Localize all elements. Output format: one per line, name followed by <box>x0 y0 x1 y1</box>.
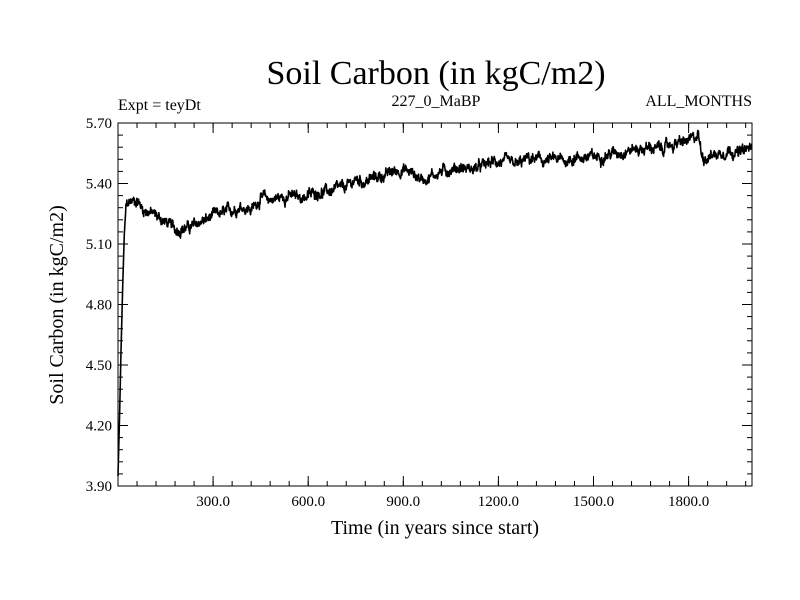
subtitle-right: ALL_MONTHS <box>645 93 752 110</box>
subtitle-center: 227_0_MaBP <box>392 93 481 110</box>
y-tick-label: 5.40 <box>86 177 112 193</box>
subtitle-left: Expt = teyDt <box>118 97 201 114</box>
x-tick-label: 1200.0 <box>478 494 519 510</box>
tick-labels: 300.0 600.0 900.0 1200.0 1500.0 1800.0 3.90 4.2… <box>86 116 709 510</box>
y-tick-label: 5.10 <box>86 237 112 253</box>
x-tick-label: 300.0 <box>196 494 230 510</box>
plot-frame <box>117 122 753 487</box>
y-tick-label: 4.80 <box>86 298 112 314</box>
y-tick-label: 4.20 <box>86 419 112 435</box>
x-tick-label: 1800.0 <box>668 494 709 510</box>
x-tick-label: 1500.0 <box>573 494 614 510</box>
x-tick-label: 900.0 <box>386 494 420 510</box>
y-tick-label: 3.90 <box>86 479 112 495</box>
y-tick-label: 4.50 <box>86 358 112 374</box>
y-axis-label: Soil Carbon (in kgC/m2) <box>46 205 68 404</box>
x-axis-label: Time (in years since start) <box>331 517 539 539</box>
x-tick-label: 600.0 <box>291 494 325 510</box>
series-layer <box>117 129 753 476</box>
series-line-0 <box>117 129 753 476</box>
y-tick-label: 5.70 <box>86 116 112 132</box>
chart-title: Soil Carbon (in kgC/m2) <box>266 55 605 92</box>
